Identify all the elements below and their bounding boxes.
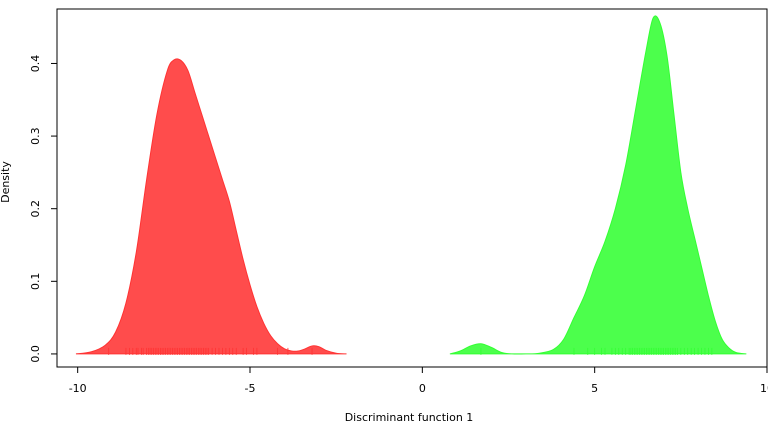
x-tick-label: 5 xyxy=(591,382,598,395)
y-tick-label: 0.3 xyxy=(29,127,42,145)
y-axis-title: Density xyxy=(0,161,12,203)
y-axis: 0.0 0.1 0.2 0.3 0.4 xyxy=(29,55,58,363)
y-tick-label: 0.4 xyxy=(29,55,42,73)
x-tick-label: 10 xyxy=(760,382,768,395)
x-axis-title: Discriminant function 1 xyxy=(345,411,474,423)
y-tick-label: 0.1 xyxy=(29,273,42,291)
x-tick-label: -10 xyxy=(69,382,87,395)
rug-marks xyxy=(108,347,713,355)
density-areas xyxy=(75,15,747,355)
density-area-2 xyxy=(449,15,747,355)
x-tick-label: 0 xyxy=(419,382,426,395)
x-axis: -10 -5 0 5 10 xyxy=(69,366,768,395)
x-tick-label: -5 xyxy=(245,382,256,395)
y-tick-label: 0.2 xyxy=(29,200,42,218)
density-area-1 xyxy=(75,58,347,355)
y-tick-label: 0.0 xyxy=(29,345,42,363)
